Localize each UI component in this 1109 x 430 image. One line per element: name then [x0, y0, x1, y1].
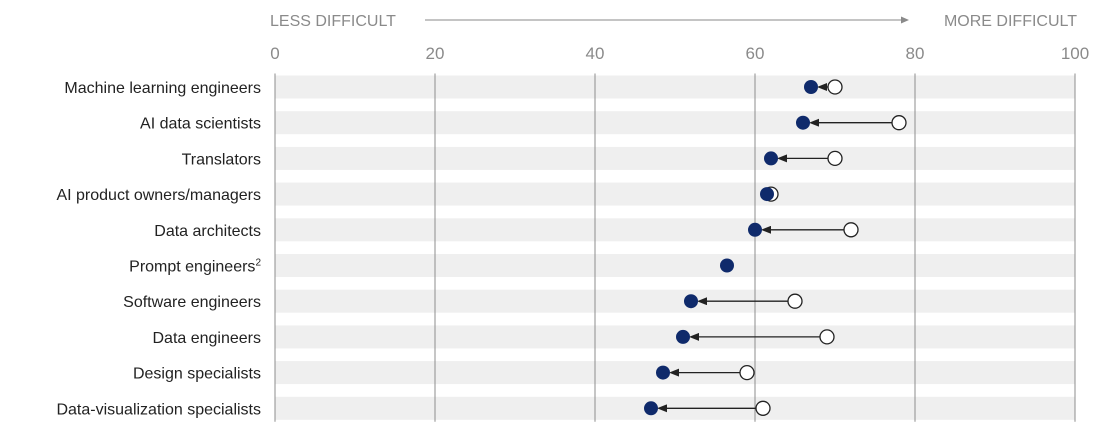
open-point-software-engineers — [787, 293, 803, 309]
open-point-data-visualization-specialists — [755, 400, 771, 416]
category-label-design-specialists: Design specialists — [133, 366, 261, 383]
filled-point-software-engineers — [684, 294, 698, 309]
footnote-marker: 2 — [255, 258, 261, 269]
category-label-data-engineers: Data engineers — [152, 330, 261, 347]
category-label-software-engineers: Software engineers — [123, 294, 261, 311]
x-tick-label-40: 40 — [586, 44, 605, 63]
direction-more-label: MORE DIFFICULT — [944, 13, 1077, 30]
row-band-ai-product-owners-managers — [275, 182, 1075, 206]
open-point-machine-learning-engineers — [827, 79, 843, 95]
open-point-translators — [827, 150, 843, 167]
x-tick-label-80: 80 — [906, 44, 925, 63]
x-tick-label-60: 60 — [746, 44, 765, 63]
open-point-data-architects — [843, 222, 859, 238]
row-band-translators — [275, 146, 1075, 170]
filled-point-data-engineers — [676, 329, 690, 344]
filled-point-prompt-engineers — [720, 258, 734, 273]
filled-point-ai-data-scientists — [796, 115, 810, 130]
category-label-data-architects: Data architects — [154, 223, 261, 240]
open-point-data-engineers — [819, 329, 835, 345]
open-point-ai-data-scientists — [891, 115, 907, 131]
filled-point-machine-learning-engineers — [804, 80, 818, 94]
category-label-translators: Translators — [182, 151, 261, 168]
x-tick-label-0: 0 — [270, 44, 279, 63]
filled-point-data-architects — [748, 222, 762, 237]
open-point-design-specialists — [739, 364, 755, 381]
category-label-ai-data-scientists: AI data scientists — [140, 116, 261, 133]
row-band-prompt-engineers — [275, 254, 1075, 277]
filled-point-ai-product-owners-managers — [760, 187, 774, 202]
category-label-ai-product-owners-managers: AI product owners/managers — [56, 187, 261, 204]
row-band-ai-data-scientists — [275, 111, 1075, 135]
category-label-data-visualization-specialists: Data-visualization specialists — [56, 401, 261, 418]
x-tick-label-100: 100 — [1061, 44, 1089, 63]
row-band-machine-learning-engineers — [275, 75, 1075, 99]
direction-less-label: LESS DIFFICULT — [270, 13, 396, 30]
row-band-data-architects — [275, 218, 1075, 242]
category-label-machine-learning-engineers: Machine learning engineers — [64, 80, 261, 97]
row-band-software-engineers — [275, 289, 1075, 313]
filled-point-translators — [764, 151, 778, 166]
filled-point-data-visualization-specialists — [644, 401, 658, 416]
row-band-data-engineers — [275, 325, 1075, 349]
filled-point-design-specialists — [656, 365, 670, 380]
category-label-prompt-engineers: Prompt engineers2 — [129, 258, 261, 276]
x-tick-label-20: 20 — [426, 44, 445, 63]
